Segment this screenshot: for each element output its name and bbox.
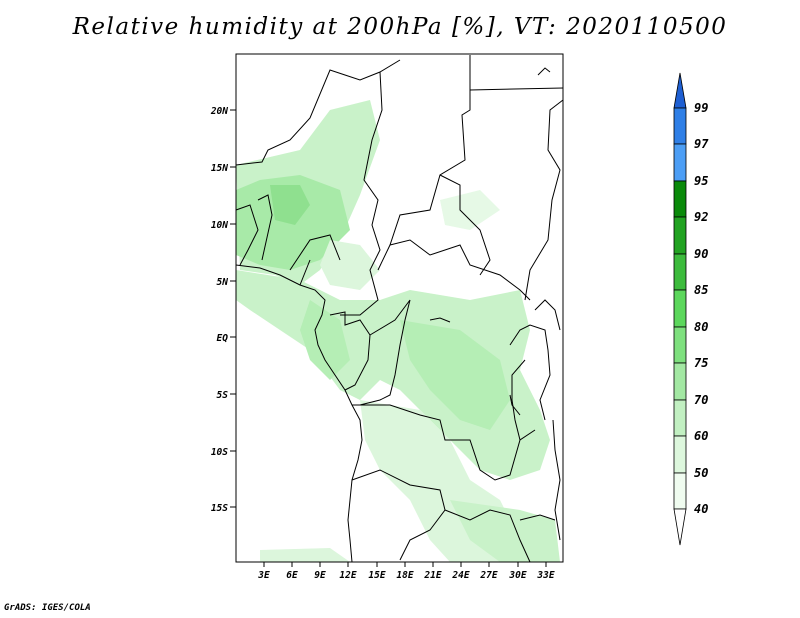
colorbar-segment [673, 472, 687, 510]
colorbar-labels: 99 97 95 92 90 85 80 75 70 60 50 40 [694, 101, 709, 516]
colorbar-label: 70 [694, 393, 708, 407]
lon-label: 9E [314, 570, 326, 581]
humidity-shading [236, 100, 560, 562]
latitude-axis: 20N 15N 10N 5N EQ 5S 10S 15S [210, 106, 236, 514]
lon-label: 3E [257, 570, 270, 581]
grads-credit: GrADS: IGES/COLA [4, 603, 91, 613]
colorbar-label: 60 [694, 429, 708, 443]
lon-label: 21E [423, 570, 441, 581]
colorbar-label: 85 [694, 283, 708, 297]
colorbar-segment [673, 289, 687, 328]
lat-label: 5S [217, 390, 229, 401]
lat-label: 5N [217, 277, 229, 288]
colorbar-segment [673, 216, 687, 255]
lat-label: 15N [211, 163, 228, 174]
lon-label: 24E [451, 570, 469, 581]
lat-label: EQ [217, 333, 229, 344]
lon-label: 27E [479, 570, 497, 581]
lon-label: 30E [508, 570, 526, 581]
colorbar-label: 40 [694, 502, 708, 516]
lat-label: 20N [210, 106, 228, 117]
lon-label: 6E [286, 570, 298, 581]
lon-label: 15E [368, 570, 385, 581]
lon-label: 33E [536, 570, 554, 581]
colorbar-label: 80 [694, 320, 708, 334]
colorbar-segment [673, 362, 687, 401]
colorbar-segment [673, 253, 687, 291]
colorbar-top-arrow [673, 72, 687, 109]
map-frame [235, 53, 564, 563]
colorbar-segment [673, 143, 687, 182]
lon-label: 18E [396, 570, 413, 581]
colorbar-label: 99 [694, 101, 708, 115]
colorbar-segment [673, 107, 687, 145]
colorbar [673, 72, 687, 546]
colorbar-label: 75 [694, 356, 708, 370]
lon-label: 12E [339, 570, 356, 581]
colorbar-segment [673, 180, 687, 218]
colorbar-label: 90 [694, 247, 708, 261]
colorbar-segment [673, 435, 687, 474]
chart-title: Relative humidity at 200hPa [%], VT: 202… [72, 14, 728, 40]
colorbar-label: 97 [694, 137, 709, 151]
colorbar-segment [673, 399, 687, 437]
longitude-axis: 3E 6E 9E 12E 15E 18E 21E 24E 27E 30E 33E [257, 562, 555, 581]
country-borders [235, 55, 564, 563]
lat-label: 10N [211, 220, 228, 231]
lat-label: 15S [211, 503, 228, 514]
colorbar-segment [673, 326, 687, 364]
colorbar-label: 92 [694, 210, 708, 224]
colorbar-bottom-arrow [673, 508, 687, 546]
colorbar-label: 50 [694, 466, 708, 480]
colorbar-label: 95 [694, 174, 708, 188]
lat-label: 10S [211, 447, 228, 458]
